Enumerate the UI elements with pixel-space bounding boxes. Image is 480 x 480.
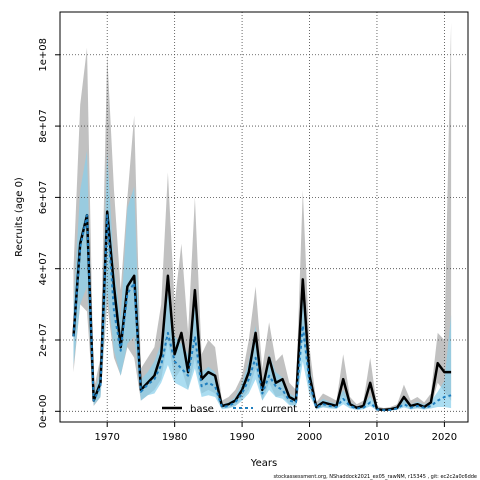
x-tick-label: 2020 xyxy=(432,432,457,443)
confidence-bands xyxy=(73,22,452,411)
x-tick-label: 2010 xyxy=(364,432,389,443)
y-tick-label: 2e+07 xyxy=(38,323,49,357)
y-tick-label: 4e+07 xyxy=(38,252,49,286)
y-axis-title: Recruits (age 0) xyxy=(14,177,25,257)
x-tick-label: 1970 xyxy=(94,432,119,443)
legend-label-current: current xyxy=(261,404,297,415)
footer-note: stockassessment.org, NShaddock2021_ex05_… xyxy=(273,474,477,480)
y-tick-label: 1e+08 xyxy=(38,38,49,72)
y-tick-label: 8e+07 xyxy=(38,109,49,143)
x-axis: 1970 1980 1990 2000 2010 2020 xyxy=(94,422,457,443)
x-tick-label: 1980 xyxy=(162,432,187,443)
series-lines xyxy=(72,210,452,412)
confidence-band-current xyxy=(73,151,452,411)
x-tick-label: 2000 xyxy=(297,432,322,443)
x-axis-title: Years xyxy=(250,458,277,469)
y-axis: 0e+00 2e+07 4e+07 6e+07 8e+07 1e+08 xyxy=(38,38,60,428)
x-tick-label: 1990 xyxy=(229,432,254,443)
plot-frame xyxy=(59,11,469,423)
y-tick-label: 0e+00 xyxy=(38,394,49,428)
legend: base current xyxy=(162,404,297,415)
series-line-current xyxy=(72,214,452,412)
legend-label-base: base xyxy=(190,404,214,415)
y-tick-label: 6e+07 xyxy=(38,181,49,215)
